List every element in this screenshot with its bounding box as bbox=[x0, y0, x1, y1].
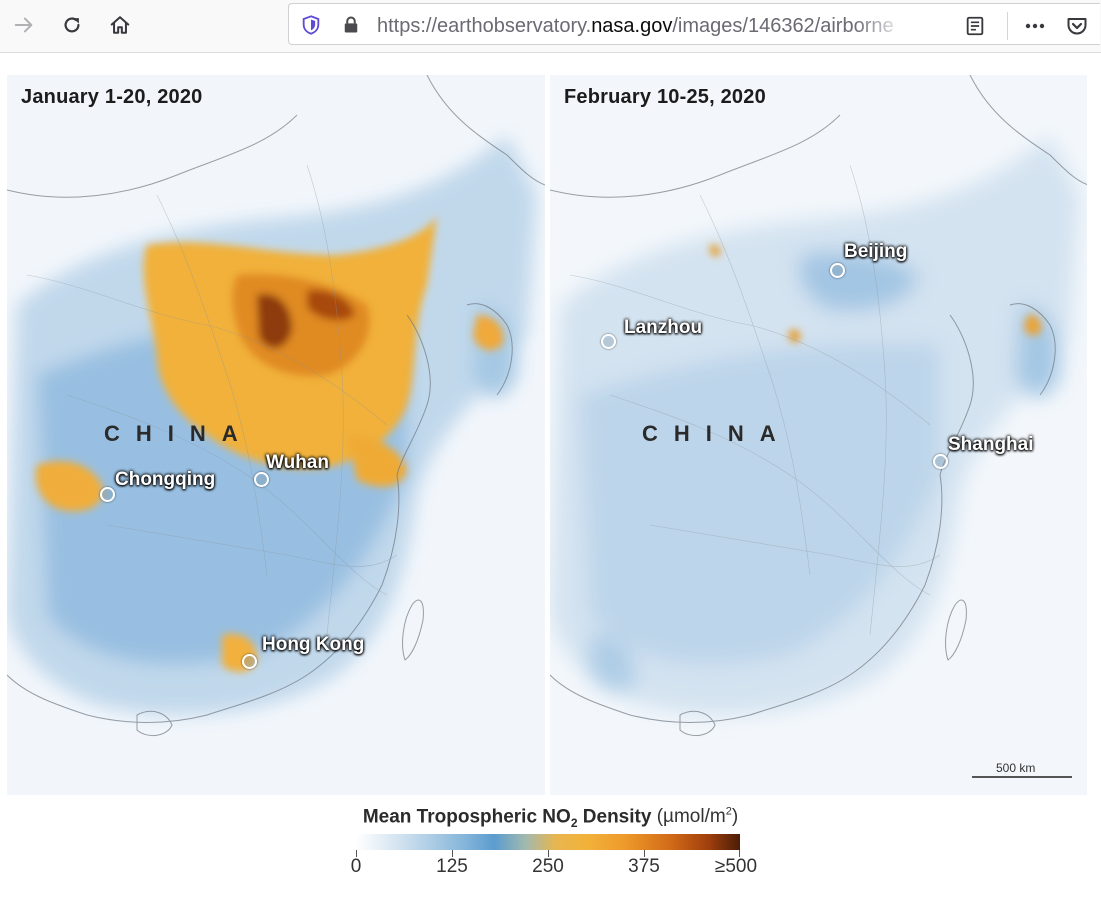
pocket-button[interactable] bbox=[1064, 13, 1090, 39]
legend-tick bbox=[548, 850, 549, 857]
reload-icon bbox=[64, 17, 80, 33]
url-text[interactable]: https://earthobservatory.nasa.gov/images… bbox=[377, 14, 907, 38]
legend-tick-label: ≥500 bbox=[714, 856, 758, 877]
lock-icon bbox=[344, 16, 358, 33]
legend-title-part2: Density bbox=[577, 806, 657, 828]
city-label-chongqing: Chongqing bbox=[115, 469, 216, 490]
city-label-hong-kong: Hong Kong bbox=[262, 634, 365, 655]
url-prefix: https://earthobservatory. bbox=[377, 15, 592, 37]
legend-units-superscript: 2 bbox=[725, 806, 732, 818]
city-marker-lanzhou bbox=[601, 334, 616, 349]
date-label: January 1-20, 2020 bbox=[21, 86, 203, 108]
tracking-protection-button[interactable] bbox=[299, 13, 323, 37]
legend-tick-label: 250 bbox=[532, 856, 564, 877]
legend-tick bbox=[452, 850, 453, 857]
scale-bar bbox=[972, 776, 1072, 778]
city-label-lanzhou: Lanzhou bbox=[624, 317, 703, 338]
city-marker-shanghai bbox=[933, 454, 948, 469]
legend-colorbar bbox=[356, 834, 740, 850]
no2-map-january bbox=[7, 75, 545, 795]
city-marker-hong-kong bbox=[242, 654, 257, 669]
map-february: February 10-25, 2020 CHINA Beijing Lanzh… bbox=[550, 75, 1087, 795]
legend-units-part1: (µmol/m bbox=[656, 806, 726, 828]
url-suffix: /images/146362/airborne bbox=[672, 15, 894, 37]
no2-map-february bbox=[550, 75, 1087, 795]
country-label: CHINA bbox=[642, 421, 792, 446]
arrow-right-icon bbox=[14, 17, 33, 33]
forward-button[interactable] bbox=[6, 7, 42, 43]
legend-title: Mean Tropospheric NO2 Density (µmol/m2) bbox=[0, 806, 1101, 830]
city-label-beijing: Beijing bbox=[844, 241, 908, 262]
legend-title-subscript: 2 bbox=[570, 816, 578, 831]
shield-icon bbox=[302, 15, 320, 35]
city-marker-beijing bbox=[830, 263, 845, 278]
home-button[interactable] bbox=[102, 7, 138, 43]
country-label: CHINA bbox=[104, 421, 254, 446]
home-icon bbox=[110, 16, 130, 34]
legend-tick bbox=[739, 850, 740, 857]
legend-tick-label: 125 bbox=[436, 856, 468, 877]
legend-tick-label: 0 bbox=[350, 856, 362, 877]
legend-tick bbox=[644, 850, 645, 857]
reload-button[interactable] bbox=[54, 7, 90, 43]
scale-label: 500 km bbox=[996, 761, 1036, 775]
city-marker-chongqing bbox=[100, 487, 115, 502]
reader-view-button[interactable] bbox=[962, 13, 988, 39]
more-icon bbox=[1025, 23, 1045, 29]
browser-toolbar: https://earthobservatory.nasa.gov/images… bbox=[0, 0, 1101, 53]
city-label-shanghai: Shanghai bbox=[948, 434, 1034, 455]
city-marker-wuhan bbox=[254, 472, 269, 487]
url-bar[interactable]: https://earthobservatory.nasa.gov/images… bbox=[288, 3, 1100, 45]
legend-tick bbox=[356, 850, 357, 857]
reader-view-icon bbox=[966, 16, 984, 36]
toolbar-separator bbox=[1007, 12, 1008, 40]
site-security-button[interactable] bbox=[339, 13, 363, 37]
pocket-icon bbox=[1067, 18, 1087, 35]
legend-units-part2: ) bbox=[731, 806, 739, 828]
legend-title-part1: Mean Tropospheric NO bbox=[362, 806, 571, 828]
page-actions-button[interactable] bbox=[1022, 13, 1048, 39]
legend-tick-label: 375 bbox=[628, 856, 660, 877]
url-domain: nasa.gov bbox=[591, 15, 673, 37]
city-label-wuhan: Wuhan bbox=[266, 452, 329, 473]
legend-units: (µmol/m2) bbox=[657, 806, 738, 827]
date-label: February 10-25, 2020 bbox=[564, 86, 766, 108]
map-january: January 1-20, 2020 CHINA Chongqing Wuhan… bbox=[7, 75, 545, 795]
